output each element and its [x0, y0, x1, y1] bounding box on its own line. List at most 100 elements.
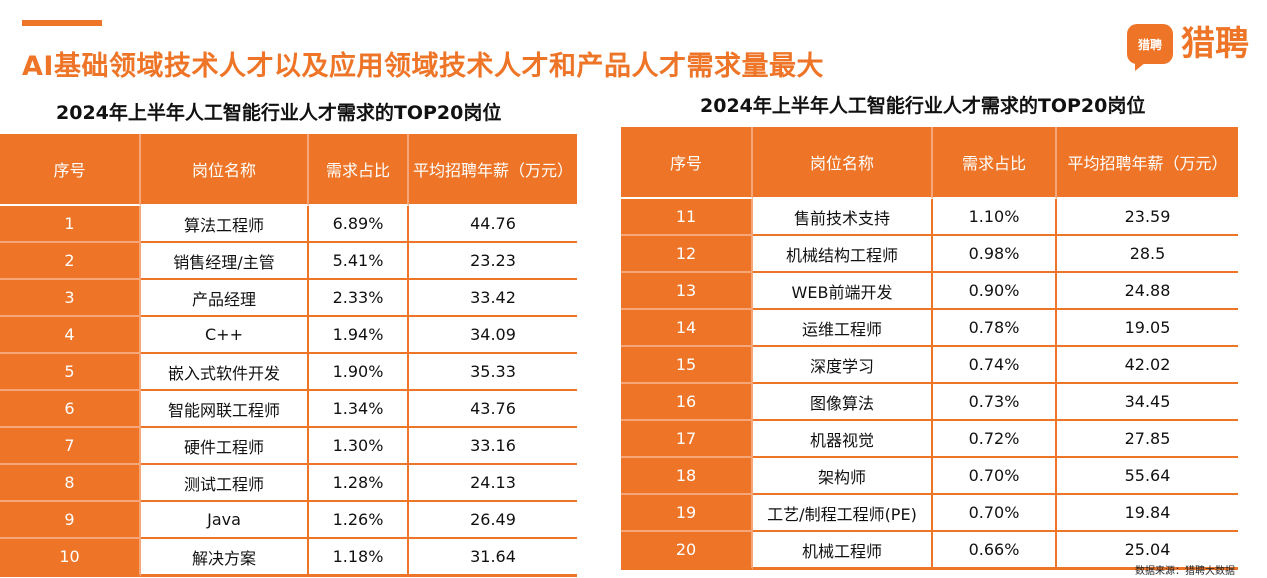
- rank-cell: 11: [621, 199, 753, 236]
- rank-cell: 14: [621, 310, 753, 347]
- table-row: 20 机械工程师 0.66% 25.04: [621, 532, 1238, 570]
- table-row: 8 测试工程师 1.28% 24.13: [0, 465, 577, 502]
- rank-cell: 13: [621, 273, 753, 310]
- speech-bubble-logo-icon: 猎聘: [1127, 24, 1173, 71]
- rank-cell: 19: [621, 495, 753, 532]
- salary-cell: 26.49: [409, 502, 577, 539]
- table-row: 17 机器视觉 0.72% 27.85: [621, 421, 1238, 458]
- share-cell: 1.28%: [309, 465, 409, 502]
- table-header-row: 序号 岗位名称 需求占比 平均招聘年薪（万元）: [621, 127, 1238, 199]
- rank-cell: 17: [621, 421, 753, 458]
- rank-cell: 15: [621, 347, 753, 384]
- salary-cell: 23.59: [1057, 199, 1238, 236]
- share-cell: 0.90%: [933, 273, 1057, 310]
- right-table-title: 2024年上半年人工智能行业人才需求的TOP20岗位: [700, 95, 1146, 117]
- header-salary: 平均招聘年薪（万元）: [409, 134, 577, 206]
- rank-cell: 18: [621, 458, 753, 495]
- share-cell: 5.41%: [309, 243, 409, 280]
- salary-cell: 44.76: [409, 206, 577, 243]
- position-cell: 解决方案: [141, 539, 309, 577]
- salary-cell: 55.64: [1057, 458, 1238, 495]
- rank-cell: 7: [0, 428, 141, 465]
- header-position: 岗位名称: [141, 134, 309, 206]
- rank-cell: 2: [0, 243, 141, 280]
- position-cell: 嵌入式软件开发: [141, 354, 309, 391]
- header-share: 需求占比: [933, 127, 1057, 199]
- salary-cell: 35.33: [409, 354, 577, 391]
- share-cell: 0.98%: [933, 236, 1057, 273]
- right-ranking-table: 序号 岗位名称 需求占比 平均招聘年薪（万元） 11 售前技术支持 1.10% 23.…: [621, 127, 1238, 570]
- rank-cell: 6: [0, 391, 141, 428]
- rank-cell: 4: [0, 317, 141, 354]
- position-cell: Java: [141, 502, 309, 539]
- position-cell: C++: [141, 317, 309, 354]
- rank-cell: 1: [0, 206, 141, 243]
- salary-cell: 42.02: [1057, 347, 1238, 384]
- table-row: 7 硬件工程师 1.30% 33.16: [0, 428, 577, 465]
- position-cell: WEB前端开发: [753, 273, 933, 310]
- rank-cell: 20: [621, 532, 753, 570]
- left-table-title: 2024年上半年人工智能行业人才需求的TOP20岗位: [56, 102, 502, 124]
- header-rank: 序号: [621, 127, 753, 199]
- table-row: 6 智能网联工程师 1.34% 43.76: [0, 391, 577, 428]
- rank-cell: 3: [0, 280, 141, 317]
- table-row: 4 C++ 1.94% 34.09: [0, 317, 577, 354]
- position-cell: 架构师: [753, 458, 933, 495]
- share-cell: 1.30%: [309, 428, 409, 465]
- page-headline: AI基础领域技术人才以及应用领域技术人才和产品人才需求量最大: [22, 51, 824, 82]
- position-cell: 深度学习: [753, 347, 933, 384]
- table-row: 10 解决方案 1.18% 31.64: [0, 539, 577, 577]
- share-cell: 2.33%: [309, 280, 409, 317]
- salary-cell: 33.16: [409, 428, 577, 465]
- table-row: 19 工艺/制程工程师(PE) 0.70% 19.84: [621, 495, 1238, 532]
- data-source-note: 数据来源：猎聘大数据: [1135, 566, 1235, 577]
- share-cell: 6.89%: [309, 206, 409, 243]
- salary-cell: 25.04: [1057, 532, 1238, 570]
- salary-cell: 27.85: [1057, 421, 1238, 458]
- table-row: 15 深度学习 0.74% 42.02: [621, 347, 1238, 384]
- salary-cell: 33.42: [409, 280, 577, 317]
- share-cell: 0.66%: [933, 532, 1057, 570]
- salary-cell: 23.23: [409, 243, 577, 280]
- rank-cell: 16: [621, 384, 753, 421]
- share-cell: 1.26%: [309, 502, 409, 539]
- rank-cell: 8: [0, 465, 141, 502]
- share-cell: 1.94%: [309, 317, 409, 354]
- salary-cell: 24.88: [1057, 273, 1238, 310]
- table-row: 1 算法工程师 6.89% 44.76: [0, 206, 577, 243]
- header-position: 岗位名称: [753, 127, 933, 199]
- position-cell: 图像算法: [753, 384, 933, 421]
- table-row: 11 售前技术支持 1.10% 23.59: [621, 199, 1238, 236]
- position-cell: 产品经理: [141, 280, 309, 317]
- share-cell: 1.90%: [309, 354, 409, 391]
- salary-cell: 24.13: [409, 465, 577, 502]
- table-row: 18 架构师 0.70% 55.64: [621, 458, 1238, 495]
- share-cell: 0.78%: [933, 310, 1057, 347]
- share-cell: 0.73%: [933, 384, 1057, 421]
- brand-logo: 猎聘 猎聘: [1127, 24, 1249, 71]
- position-cell: 机械结构工程师: [753, 236, 933, 273]
- position-cell: 销售经理/主管: [141, 243, 309, 280]
- share-cell: 1.34%: [309, 391, 409, 428]
- table-row: 5 嵌入式软件开发 1.90% 35.33: [0, 354, 577, 391]
- position-cell: 工艺/制程工程师(PE): [753, 495, 933, 532]
- share-cell: 0.74%: [933, 347, 1057, 384]
- position-cell: 机器视觉: [753, 421, 933, 458]
- position-cell: 运维工程师: [753, 310, 933, 347]
- table-row: 2 销售经理/主管 5.41% 23.23: [0, 243, 577, 280]
- rank-cell: 9: [0, 502, 141, 539]
- share-cell: 0.70%: [933, 495, 1057, 532]
- header-rank: 序号: [0, 134, 141, 206]
- header-share: 需求占比: [309, 134, 409, 206]
- share-cell: 1.10%: [933, 199, 1057, 236]
- salary-cell: 34.09: [409, 317, 577, 354]
- salary-cell: 19.05: [1057, 310, 1238, 347]
- position-cell: 硬件工程师: [141, 428, 309, 465]
- position-cell: 售前技术支持: [753, 199, 933, 236]
- position-cell: 算法工程师: [141, 206, 309, 243]
- accent-bar: [22, 20, 102, 26]
- left-ranking-table: 序号 岗位名称 需求占比 平均招聘年薪（万元） 1 算法工程师 6.89% 44.76…: [0, 134, 577, 577]
- rank-cell: 12: [621, 236, 753, 273]
- salary-cell: 19.84: [1057, 495, 1238, 532]
- table-row: 13 WEB前端开发 0.90% 24.88: [621, 273, 1238, 310]
